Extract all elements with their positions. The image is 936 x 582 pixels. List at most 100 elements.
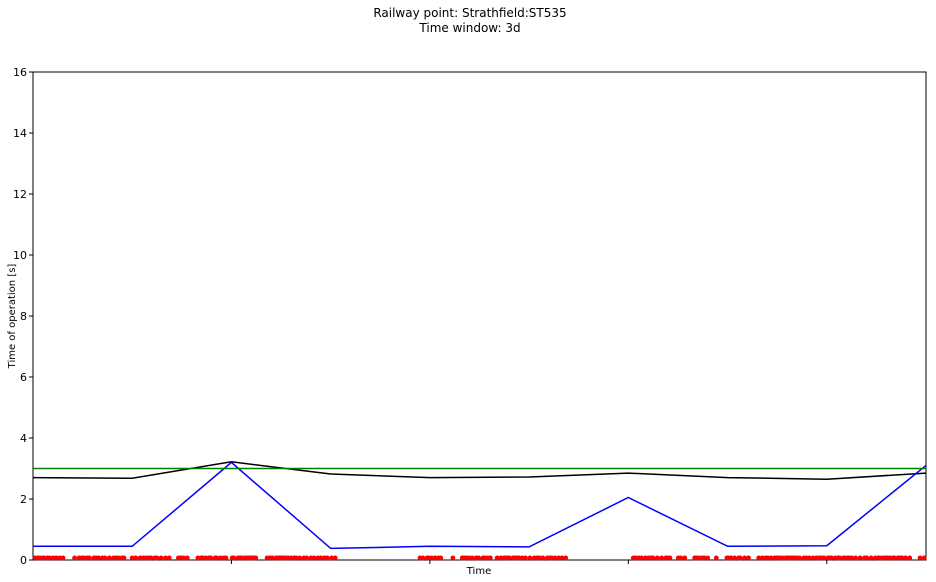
scatter-layer <box>32 555 927 561</box>
scatter-point <box>678 555 684 561</box>
scatter-point <box>527 555 533 561</box>
scatter-point <box>438 555 444 561</box>
scatter-point <box>231 555 237 561</box>
scatter-point <box>429 555 435 561</box>
series-layer <box>32 461 927 550</box>
scatter-point <box>654 555 660 561</box>
scatter-point <box>523 555 528 561</box>
y-tick-label: 0 <box>20 554 27 567</box>
scatter-point <box>332 555 338 561</box>
scatter-point <box>166 555 172 561</box>
scatter-point <box>868 555 874 561</box>
scatter-point <box>705 555 711 561</box>
scatter-point <box>181 555 187 561</box>
scatter-point <box>148 555 154 561</box>
y-tick-label: 2 <box>20 493 27 506</box>
scatter-point <box>536 555 542 561</box>
scatter-point <box>768 555 774 561</box>
scatter-point <box>214 555 220 561</box>
scatter-point <box>116 555 121 561</box>
chart-title: Railway point: Strathfield:ST535 <box>373 6 566 20</box>
scatter-point <box>133 555 139 561</box>
scatter-point <box>746 555 751 561</box>
plot-area <box>32 71 927 561</box>
scatter-point <box>765 555 771 561</box>
scatter-point <box>87 555 92 561</box>
scatter-point <box>742 555 748 561</box>
scatter-point <box>106 555 112 561</box>
scatter-point <box>304 555 309 561</box>
scatter-point <box>158 555 164 561</box>
scatter-point <box>864 555 870 561</box>
scatter-point <box>519 555 525 561</box>
scatter-point <box>432 555 438 561</box>
scatter-point <box>41 555 47 561</box>
scatter-point <box>318 555 324 561</box>
scatter-point <box>849 555 855 561</box>
scatter-point <box>420 555 426 561</box>
scatter-point <box>907 555 913 561</box>
scatter-point <box>682 555 688 561</box>
scatter-point <box>450 555 456 561</box>
scatter-point <box>72 555 77 561</box>
scatter-point <box>759 555 765 561</box>
scatter-point <box>270 555 275 561</box>
scatter-point <box>184 555 190 561</box>
y-tick-label: 4 <box>20 432 27 445</box>
y-tick-label: 16 <box>13 66 27 79</box>
scatter-point <box>650 555 656 561</box>
scatter-point <box>552 555 558 561</box>
scatter-point <box>899 555 905 561</box>
y-tick-label: 14 <box>13 127 27 140</box>
scatter-point <box>487 555 493 561</box>
scatter-point <box>853 555 858 561</box>
scatter-point <box>154 555 160 561</box>
scatter-point <box>469 555 475 561</box>
scatter-point <box>639 555 644 561</box>
scatter-point <box>713 555 719 561</box>
scatter-point <box>102 555 108 561</box>
scatter-point <box>208 555 214 561</box>
scatter-point <box>60 555 66 561</box>
scatter-point <box>559 555 565 561</box>
scatter-point <box>329 555 335 561</box>
scatter-point <box>121 555 127 561</box>
scatter-point <box>810 555 816 561</box>
scatter-point <box>797 555 802 561</box>
y-tick-label: 6 <box>20 371 27 384</box>
series-line-2 <box>33 461 927 550</box>
scatter-point <box>324 555 330 561</box>
scatter-point <box>494 555 500 561</box>
scatter-point <box>297 555 302 561</box>
scatter-point <box>195 555 201 561</box>
y-axis-label: Time of operation [s] <box>7 264 18 370</box>
y-tick-label: 8 <box>20 310 27 323</box>
y-tick-label: 10 <box>13 249 27 262</box>
scatter-point <box>659 555 665 561</box>
scatter-point <box>163 555 168 561</box>
scatter-point <box>311 555 317 561</box>
scatter-point <box>466 555 472 561</box>
scatter-point <box>476 555 482 561</box>
scatter-point <box>732 555 737 561</box>
scatter-point <box>507 555 512 561</box>
plot-frame <box>32 71 927 561</box>
y-tick-label: 12 <box>13 188 27 201</box>
scatter-point <box>540 555 546 561</box>
scatter-point <box>223 555 229 561</box>
scatter-point <box>903 555 908 561</box>
scatter-point <box>253 555 259 561</box>
y-axis: 0 2 4 6 8 10 12 14 16 <box>13 66 33 567</box>
scatter-point <box>549 555 555 561</box>
scatter-point <box>737 555 743 561</box>
scatter-point <box>892 555 897 561</box>
scatter-point <box>96 555 101 561</box>
scatter-point <box>837 555 842 561</box>
chart-subtitle: Time window: 3d <box>418 21 520 35</box>
scatter-point <box>667 555 673 561</box>
scatter-point <box>829 555 834 561</box>
series-line-1 <box>32 461 927 480</box>
scatter-point <box>293 555 299 561</box>
scatter-point <box>821 555 827 561</box>
scatter-point <box>47 555 53 561</box>
